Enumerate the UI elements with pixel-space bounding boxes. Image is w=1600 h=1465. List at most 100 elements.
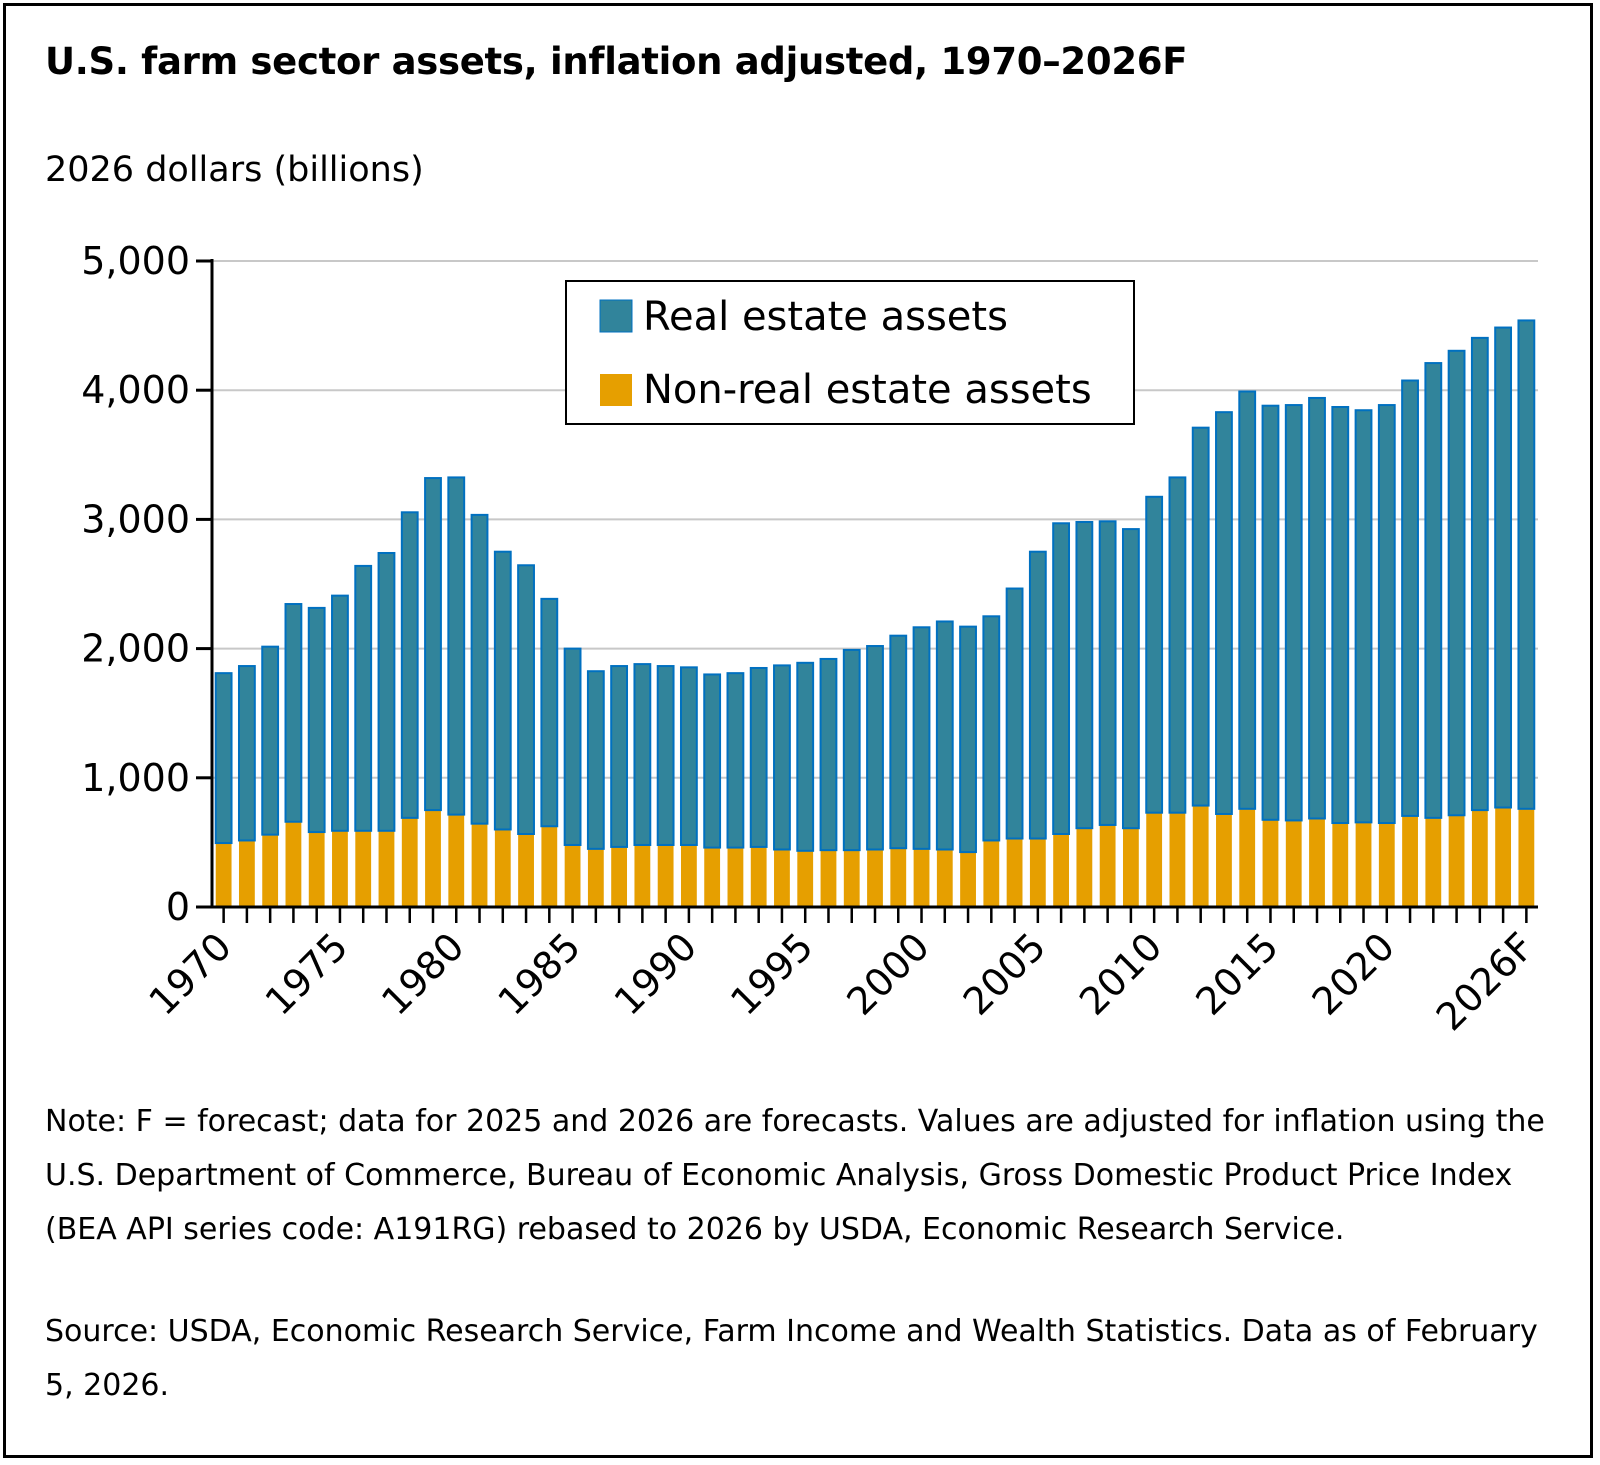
bar-non-real-estate <box>215 843 232 907</box>
bar-non-real-estate <box>285 821 302 907</box>
chart-frame <box>3 3 1593 1458</box>
x-tick-label: 2010 <box>1071 924 1171 1024</box>
bar-real-estate <box>284 603 303 823</box>
bar-real-estate <box>400 511 419 819</box>
bar-real-estate <box>1424 362 1443 819</box>
bar-real-estate <box>749 666 768 848</box>
bar-real-estate <box>796 661 815 852</box>
y-tick-label: 3,000 <box>81 497 190 541</box>
bar-non-real-estate <box>1402 815 1418 907</box>
bar-non-real-estate <box>1378 823 1395 907</box>
bar-real-estate <box>633 663 652 846</box>
bar-non-real-estate <box>587 848 604 907</box>
bar-real-estate <box>610 665 629 848</box>
bar-non-real-estate <box>332 830 348 907</box>
bar-non-real-estate <box>308 832 325 907</box>
bar-real-estate <box>1028 550 1047 840</box>
legend-swatch-non-real-estate <box>600 374 632 406</box>
bar-real-estate <box>656 665 675 846</box>
bar-non-real-estate <box>494 829 511 907</box>
bar-real-estate <box>237 665 256 842</box>
bar-non-real-estate <box>774 849 790 907</box>
bar-real-estate <box>540 597 559 828</box>
bar-real-estate <box>773 664 791 851</box>
bar-real-estate <box>1168 476 1187 814</box>
bar-real-estate <box>842 648 861 852</box>
bar-non-real-estate <box>1262 819 1279 907</box>
bar-real-estate <box>470 513 489 825</box>
bar-non-real-estate <box>797 850 814 907</box>
bar-non-real-estate <box>1425 817 1442 907</box>
bar-real-estate <box>1470 336 1489 812</box>
bar-real-estate <box>1354 409 1373 824</box>
bar-real-estate <box>866 645 884 851</box>
x-tick-labels: 1970 1975 1980 1985 1990 1995 2000 2005 2010 2015… <box>140 924 1542 1039</box>
axes <box>196 259 1538 923</box>
bar-real-estate <box>1215 411 1233 815</box>
bar-non-real-estate <box>401 817 418 907</box>
bar-non-real-estate <box>1029 838 1046 907</box>
bar-non-real-estate <box>1518 808 1535 907</box>
bar-real-estate <box>1191 426 1210 807</box>
bar-real-estate <box>586 670 605 850</box>
bar-real-estate <box>1145 495 1164 814</box>
bar-non-real-estate <box>820 850 837 907</box>
x-tick-label: 1970 <box>140 924 240 1024</box>
bar-non-real-estate <box>1309 818 1325 907</box>
bar-real-estate <box>726 672 745 849</box>
legend-swatch-real-estate <box>599 299 633 333</box>
bar-non-real-estate <box>355 830 372 907</box>
bar-real-estate <box>424 477 442 812</box>
y-tick-label: 0 <box>166 885 190 929</box>
bar-real-estate <box>1261 404 1280 821</box>
bar-non-real-estate <box>843 850 860 907</box>
bar-non-real-estate <box>657 844 674 907</box>
legend-label-real-estate: Real estate assets <box>643 294 1008 340</box>
bar-non-real-estate <box>1471 810 1488 907</box>
bar-real-estate <box>1121 528 1140 830</box>
bar-real-estate <box>261 645 280 836</box>
bar-non-real-estate <box>518 834 534 907</box>
bar-non-real-estate <box>611 846 628 907</box>
bar-non-real-estate <box>378 830 395 907</box>
bar-non-real-estate <box>262 834 279 907</box>
chart-title: U.S. farm sector assets, inflation adjus… <box>45 40 1188 83</box>
bar-non-real-estate <box>1053 834 1070 907</box>
bar-non-real-estate <box>471 823 488 907</box>
bar-non-real-estate <box>1122 828 1139 907</box>
bar-real-estate <box>703 673 722 849</box>
bar-non-real-estate <box>727 847 744 907</box>
bar-real-estate <box>563 647 582 846</box>
bar-non-real-estate <box>564 844 581 907</box>
y-tick-labels: 0 1,000 2,000 3,000 4,000 5,000 <box>81 239 190 929</box>
bar-real-estate <box>1377 404 1396 825</box>
bar-non-real-estate <box>1146 812 1163 907</box>
x-tick-label: 1995 <box>722 924 822 1024</box>
y-tick-label: 2,000 <box>81 627 190 671</box>
chart-source: Source: USDA, Economic Research Service,… <box>45 1314 1538 1403</box>
bar-non-real-estate <box>1332 823 1349 907</box>
bar-non-real-estate <box>1216 813 1232 907</box>
bar-non-real-estate <box>1285 820 1302 907</box>
y-tick-label: 4,000 <box>81 368 190 412</box>
bar-real-estate <box>354 564 373 832</box>
bar-non-real-estate <box>890 848 907 907</box>
bar-real-estate <box>912 626 931 850</box>
bar-non-real-estate <box>913 848 930 907</box>
bar-non-real-estate <box>960 852 976 907</box>
bar-non-real-estate <box>1448 815 1465 907</box>
bar-real-estate <box>982 615 1001 842</box>
x-tick-label: 2026F <box>1428 924 1543 1039</box>
chart-note: Note: F = forecast; data for 2025 and 20… <box>45 1104 1545 1247</box>
bar-non-real-estate <box>1076 828 1093 907</box>
bar-non-real-estate <box>634 844 651 907</box>
bar-non-real-estate <box>1169 812 1186 907</box>
x-tick-label: 1975 <box>257 924 357 1024</box>
bar-real-estate <box>331 594 349 832</box>
bar-non-real-estate <box>448 814 465 907</box>
x-tick-label: 1980 <box>373 924 473 1024</box>
bar-real-estate <box>377 551 396 832</box>
bar-real-estate <box>493 550 512 831</box>
bar-non-real-estate <box>1006 838 1023 907</box>
bar-real-estate <box>889 634 908 850</box>
